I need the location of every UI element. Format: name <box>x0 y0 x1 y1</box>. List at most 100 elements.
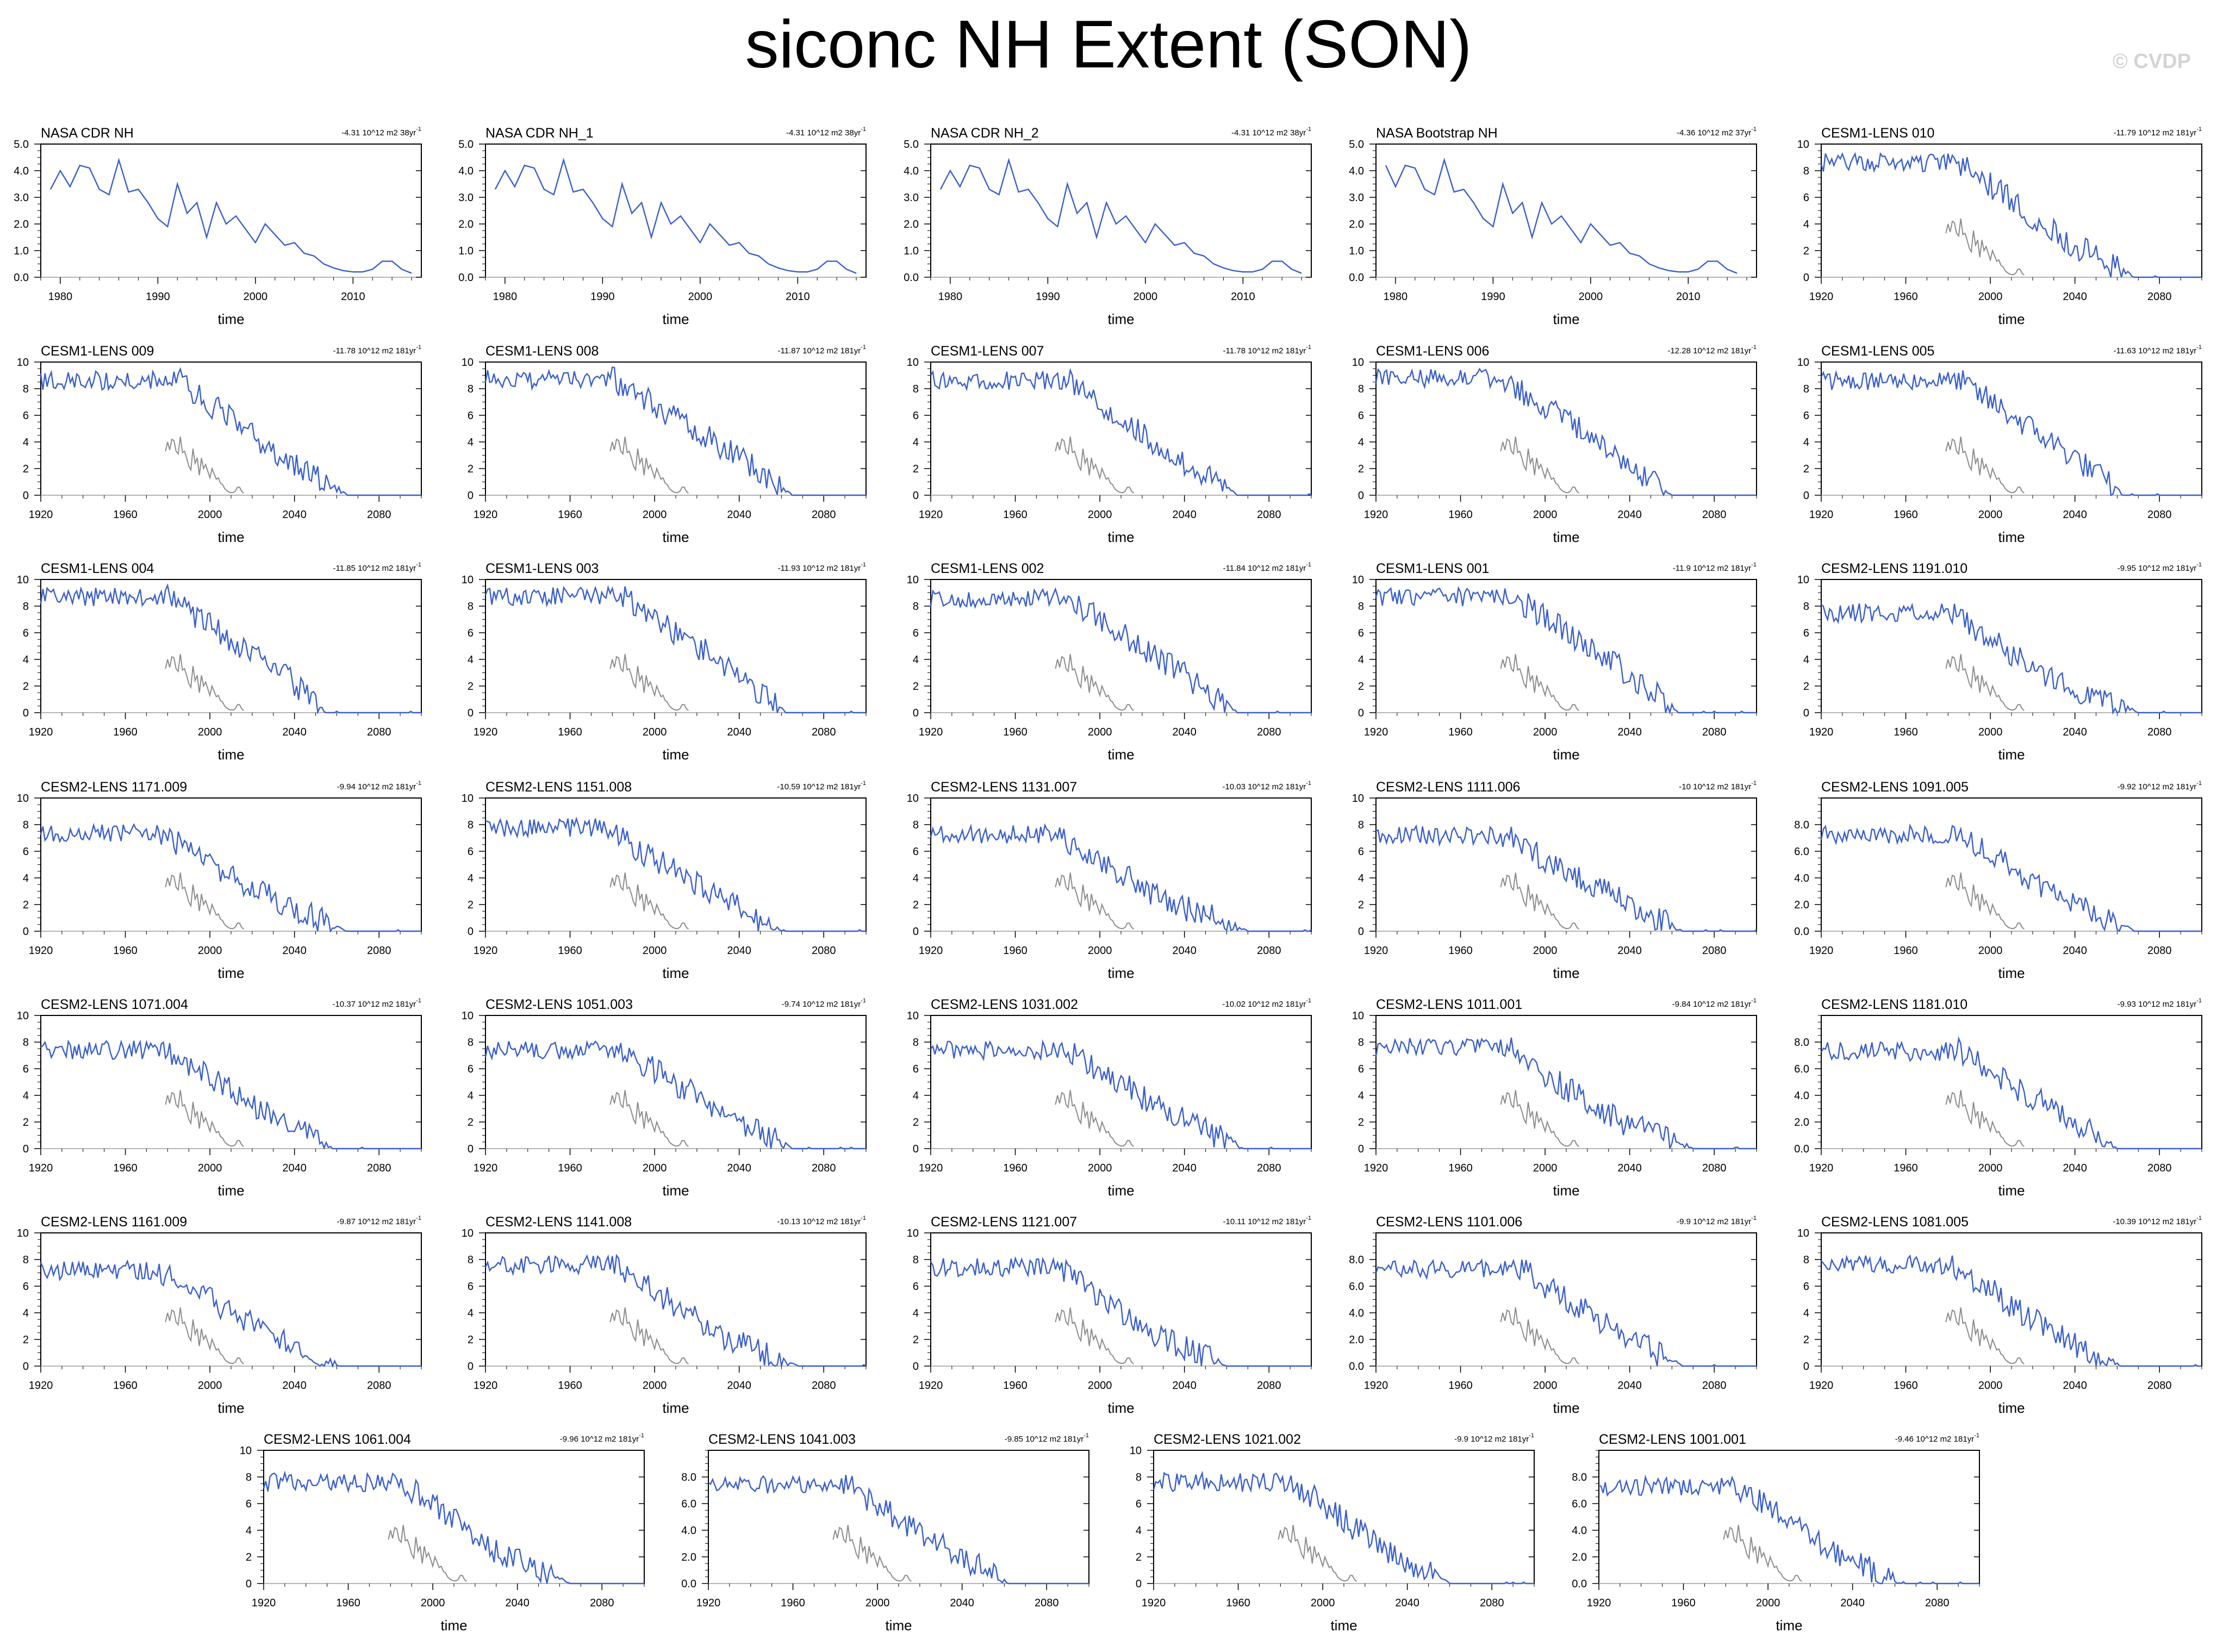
y-tick-label: 8 <box>23 601 29 613</box>
trend-label: -11.78 10^12 m2 181yr-1 <box>1223 344 1311 356</box>
x-tick-label: 1920 <box>29 1162 53 1174</box>
trend-superscript: -1 <box>1306 998 1311 1004</box>
y-tick-label: 6 <box>23 627 29 639</box>
y-tick-label: 10 <box>1352 1010 1364 1022</box>
y-tick-label: 6.0 <box>1349 1281 1364 1293</box>
x-axis-label: time <box>885 1617 912 1634</box>
observation-line <box>1723 1525 1802 1582</box>
x-axis-label: time <box>217 311 244 327</box>
panel-title: NASA CDR NH_1 <box>485 126 594 141</box>
y-tick-label: 0 <box>23 490 29 502</box>
observation-line <box>1945 219 2025 276</box>
y-tick-label: 6 <box>23 1063 29 1075</box>
chart-panel: CESM2-LENS 1101.006 -9.9 10^12 m2 181yr-1… <box>1349 1214 1757 1416</box>
observation-line <box>1945 437 2025 494</box>
y-tick-label: 2 <box>1358 463 1364 475</box>
trend-label: -10.03 10^12 m2 181yr-1 <box>1222 780 1311 791</box>
x-tick-label: 2080 <box>812 1380 836 1392</box>
chart-panel: CESM2-LENS 1031.002 -10.02 10^12 m2 181yr… <box>907 997 1312 1199</box>
x-tick-label: 2040 <box>1617 1162 1642 1174</box>
y-tick-label: 10 <box>1352 574 1364 586</box>
panel-title: CESM2-LENS 1071.004 <box>41 997 188 1012</box>
series-line <box>930 1256 1311 1367</box>
y-tick-label: 8 <box>468 819 474 831</box>
x-tick-label: 1920 <box>29 1380 53 1392</box>
y-tick-label: 6.0 <box>1794 846 1809 858</box>
trend-superscript: -1 <box>861 998 866 1004</box>
panel-frame <box>930 797 1312 932</box>
chart-panel: CESM2-LENS 1181.010 -9.93 10^12 m2 181yr-… <box>1794 997 2202 1199</box>
observation-line <box>1500 1307 1579 1365</box>
chart-panel: CESM2-LENS 1151.008 -10.59 10^12 m2 181yr… <box>462 780 867 981</box>
y-tick-label: 0 <box>468 1361 474 1373</box>
x-tick-label: 1920 <box>919 509 943 521</box>
x-tick-label: 1990 <box>1481 291 1505 303</box>
x-tick-label: 1960 <box>1003 1380 1027 1392</box>
y-tick-label: 8 <box>1358 383 1364 395</box>
y-tick-label: 6 <box>1803 410 1809 422</box>
trend-superscript: -1 <box>861 780 866 787</box>
x-tick-label: 2040 <box>2063 726 2087 738</box>
y-tick-label: 5.0 <box>14 139 29 151</box>
trend-superscript: -1 <box>861 1215 866 1221</box>
trend-label: -11.84 10^12 m2 181yr-1 <box>1223 562 1311 573</box>
panel-title: CESM2-LENS 1051.003 <box>485 997 633 1012</box>
series-line <box>40 1259 421 1368</box>
series-line <box>40 367 421 496</box>
panel-frame <box>1821 361 2202 496</box>
observation-line <box>165 437 244 494</box>
y-tick-label: 10 <box>462 574 474 586</box>
x-tick-label: 2010 <box>1231 291 1255 303</box>
y-tick-label: 3.0 <box>14 192 29 204</box>
observation-line <box>609 1307 689 1365</box>
x-tick-label: 1960 <box>558 726 582 738</box>
x-tick-label: 1920 <box>919 1380 943 1392</box>
trend-superscript: -1 <box>1974 1432 1979 1439</box>
x-tick-label: 1920 <box>474 1380 498 1392</box>
y-tick-label: 0 <box>468 926 474 938</box>
y-tick-label: 6 <box>913 627 919 639</box>
panel-frame <box>1821 579 2202 713</box>
x-tick-label: 1920 <box>919 726 943 738</box>
x-tick-label: 2000 <box>1533 726 1558 738</box>
x-tick-label: 1980 <box>938 291 963 303</box>
x-axis-label: time <box>662 1182 689 1199</box>
series-line <box>49 158 412 274</box>
x-tick-label: 1960 <box>1448 726 1473 738</box>
series-line <box>484 1039 866 1150</box>
observation-line <box>1055 1307 1134 1365</box>
x-axis-label: time <box>1998 746 2025 763</box>
y-tick-label: 6 <box>1803 192 1809 204</box>
y-tick-label: 4.0 <box>681 1525 696 1537</box>
y-tick-label: 2 <box>1358 681 1364 693</box>
chart-panel: CESM1-LENS 001 -11.9 10^12 m2 181yr-1 0 2 4 6… <box>1352 561 1757 763</box>
y-tick-label: 10 <box>1130 1445 1142 1457</box>
y-tick-label: 8 <box>913 383 919 395</box>
x-tick-label: 1980 <box>493 291 518 303</box>
x-tick-label: 2000 <box>643 1380 667 1392</box>
x-tick-label: 2080 <box>1480 1597 1504 1609</box>
observation-line <box>1055 654 1134 712</box>
trend-superscript: -1 <box>2196 998 2202 1004</box>
chart-panel: NASA Bootstrap NH -4.36 10^12 m2 37yr-1 0.… <box>1349 126 1757 327</box>
x-axis-label: time <box>1998 311 2025 327</box>
x-tick-label: 2000 <box>198 726 222 738</box>
y-tick-label: 1.0 <box>458 245 474 257</box>
series-line <box>708 1475 1089 1585</box>
panel-title: CESM2-LENS 1101.006 <box>1376 1214 1522 1230</box>
x-tick-label: 2080 <box>1925 1597 1950 1609</box>
trend-superscript: -1 <box>639 1432 644 1439</box>
x-axis-label: time <box>1107 529 1134 545</box>
panel-frame <box>485 1232 867 1367</box>
panel-frame <box>1375 797 1757 932</box>
x-tick-label: 2080 <box>367 1380 391 1392</box>
x-tick-label: 2000 <box>244 291 268 303</box>
y-tick-label: 6 <box>1358 627 1364 639</box>
y-tick-label: 10 <box>1797 1227 1809 1239</box>
x-tick-label: 1960 <box>558 945 582 957</box>
panel-title: CESM2-LENS 1031.002 <box>931 997 1078 1012</box>
y-tick-label: 0 <box>468 707 474 719</box>
x-tick-label: 1960 <box>1671 1597 1696 1609</box>
series-line <box>1820 152 2202 278</box>
